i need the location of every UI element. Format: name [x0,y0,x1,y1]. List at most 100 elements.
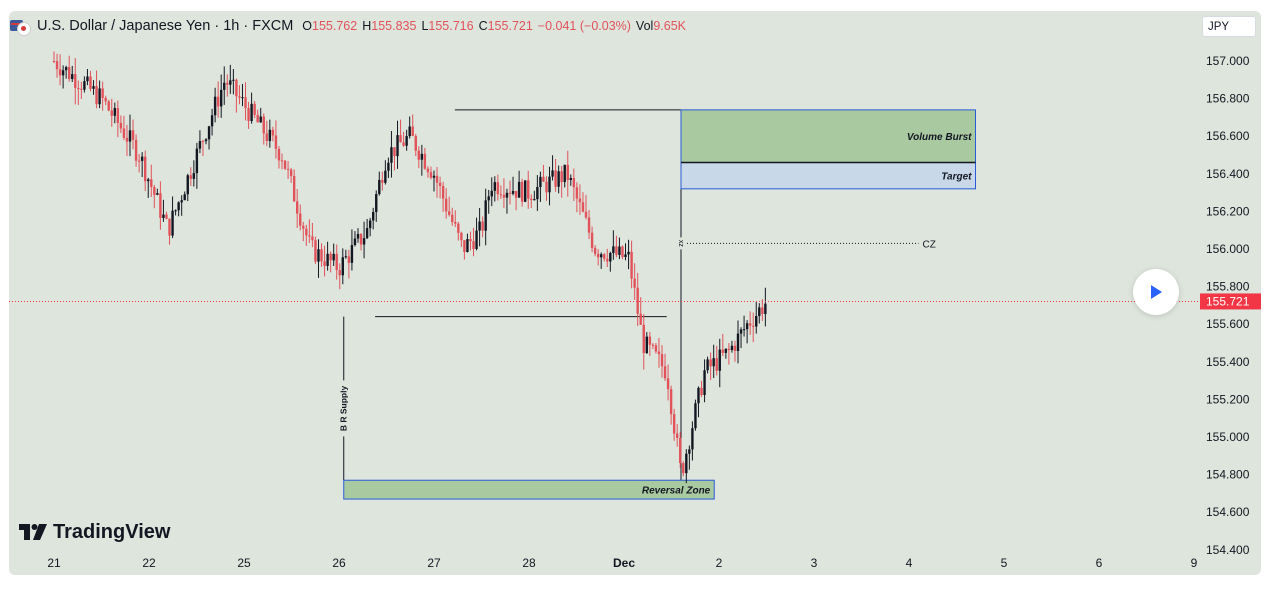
x-tick-label: 26 [332,556,346,570]
candle-body [758,307,761,316]
candle-body [238,96,241,98]
candle-body [344,256,348,258]
play-button[interactable] [1133,269,1179,315]
candle-body [372,211,375,221]
candle-body [438,182,442,186]
last-price-label: 155.721 [1206,294,1250,308]
tradingview-logo[interactable]: TradingView [19,521,170,543]
candle-body [86,76,89,82]
candle-body [612,246,615,253]
candle-body [654,345,658,352]
chart-header: U.S. Dollar / Japanese Yen · 1h · FXCM O… [10,17,691,36]
candle-body [584,211,588,218]
candle-body [517,181,521,198]
candle-body [283,160,287,169]
candles-group [52,51,767,484]
candle-body [286,168,290,170]
candle-body [274,135,278,149]
candle-body [250,103,253,121]
candle-body [563,164,566,183]
candle-body [305,228,308,236]
candle-body [277,148,281,161]
candle-body [435,175,439,183]
x-tick-label: 2 [716,556,723,570]
candle-body [326,253,329,266]
usd-jpy-flag-icon [10,18,31,36]
candle-body [113,108,116,116]
candle-body [378,179,381,195]
candle-body [472,241,475,249]
volume-burst-label: Volume Burst [907,132,972,143]
symbol-title[interactable]: U.S. Dollar / Japanese Yen · 1h · FXCM [37,18,294,34]
candle-body [736,333,740,351]
candle-body [168,218,171,236]
x-tick-label: 3 [811,556,818,570]
candle-body [341,257,344,276]
candle-body [441,185,445,199]
candle-body [685,453,688,474]
candle-body [347,256,351,263]
y-tick-label: 156.800 [1206,92,1250,106]
candle-body [144,156,147,182]
candle-body [235,79,238,97]
xz-label: xz [677,240,684,248]
candle-body [71,74,74,80]
candle-body [171,210,174,236]
candle-body [618,246,621,255]
br-supply-label-bg [337,380,350,437]
candle-body [727,348,731,351]
candle-body [116,108,120,123]
candle-body [676,433,679,438]
candle-body [353,238,357,246]
candle-body [162,214,165,218]
candle-body [375,194,378,212]
candle-body [64,67,68,71]
ohlc-close: C155.721 [478,19,533,33]
candle-body [448,211,451,215]
candle-body [183,194,186,201]
ohlc-high: H155.835 [362,19,417,33]
candle-body [752,325,755,327]
xz-label-bg [677,237,685,250]
x-tick-label: 6 [1096,556,1103,570]
candle-body [709,359,712,367]
candle-body [496,182,500,195]
candle-body [159,193,162,218]
candle-body [256,114,259,123]
candle-body [210,115,214,127]
candle-body [61,70,65,76]
candle-body [323,261,326,266]
candle-body [660,354,664,367]
candle-body [679,437,682,464]
candle-body [140,156,144,161]
candle-body [192,173,196,179]
candle-body [207,126,211,140]
y-tick-label: 155.800 [1206,280,1250,294]
candle-body [55,61,59,70]
candle-body [432,175,436,178]
target-label: Target [941,172,972,183]
candle-body [89,76,92,89]
currency-selector[interactable]: JPY [1202,16,1256,37]
candle-body [530,198,533,201]
candle-body [80,88,83,90]
candle-body [764,303,767,314]
y-tick-label: 155.000 [1206,430,1250,444]
candle-body [761,307,764,314]
candle-body [289,169,293,177]
candle-body [542,176,545,182]
play-icon [1151,285,1162,299]
candle-body [454,222,457,224]
candle-body [156,193,159,195]
brand-name: TradingView [53,520,171,543]
chart-canvas[interactable]: 157.000 156.800 156.600 156.400 156.200 156.0… [9,11,1261,575]
candle-body [356,233,360,239]
candle-body [691,428,694,450]
candle-body [134,139,138,161]
candle-body [493,182,496,191]
candle-body [119,122,123,129]
candle-body [694,403,697,429]
candle-body [296,201,299,214]
candle-body [381,179,384,183]
candle-body [110,110,113,116]
